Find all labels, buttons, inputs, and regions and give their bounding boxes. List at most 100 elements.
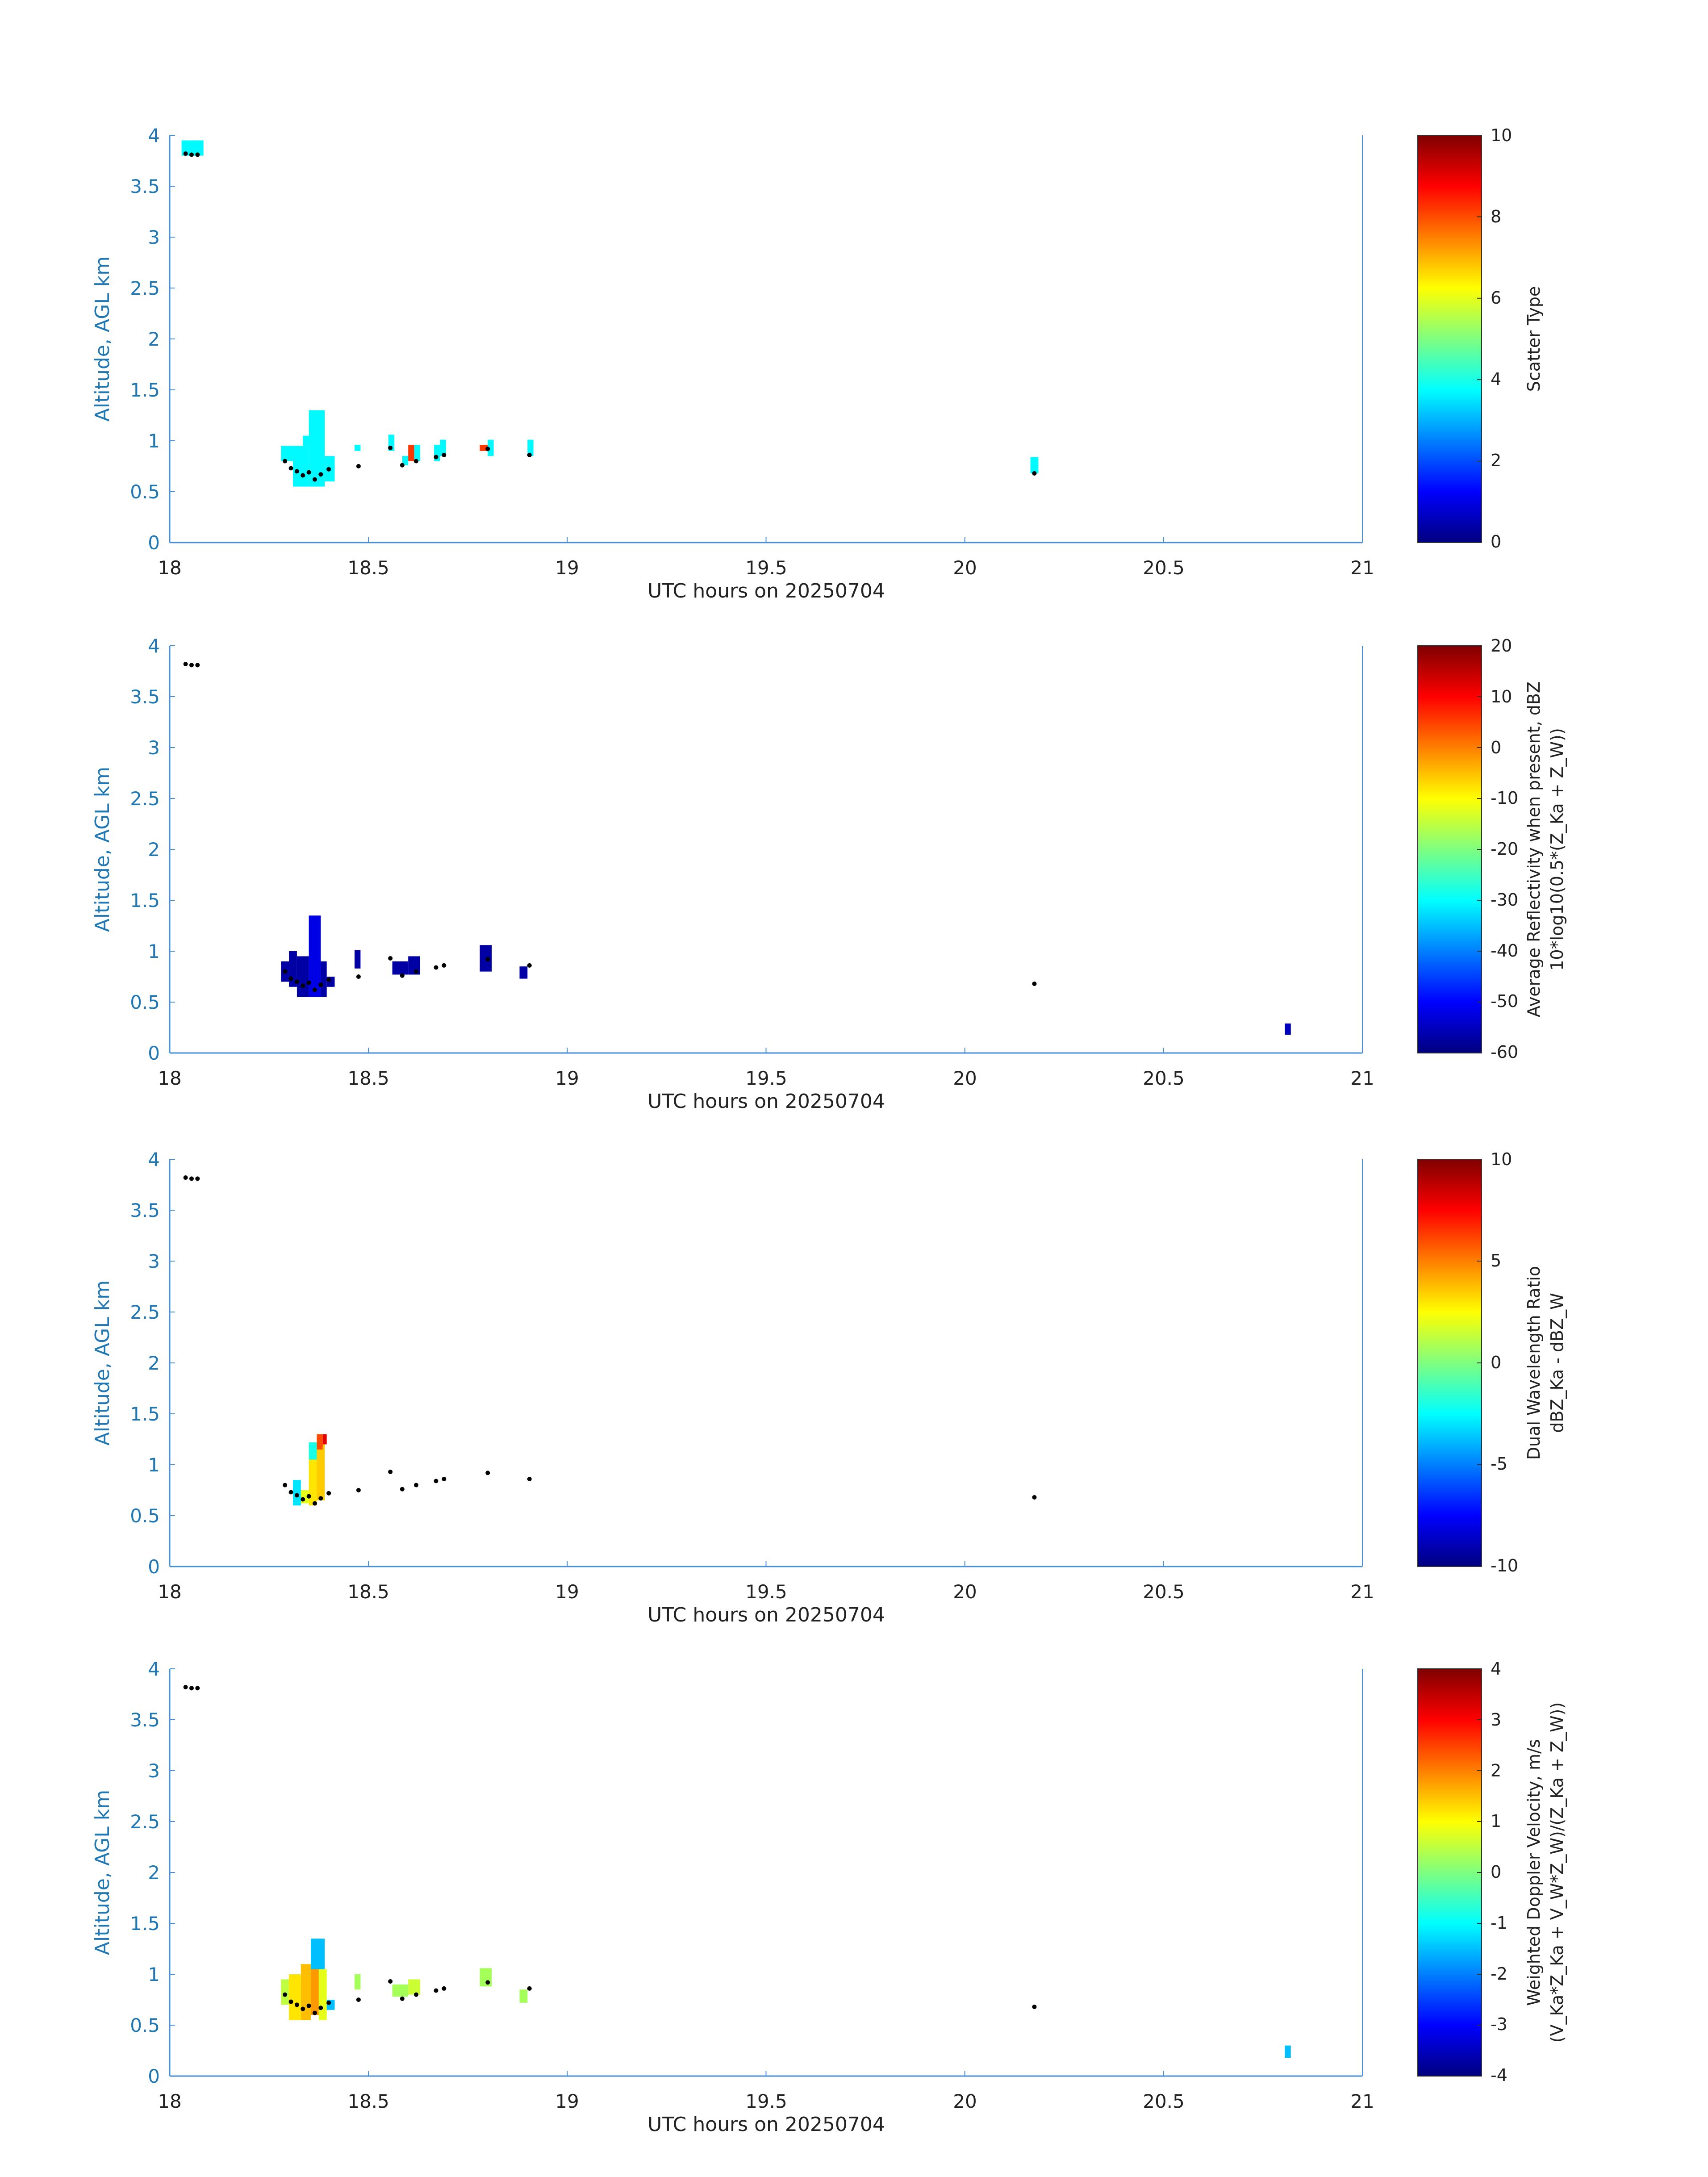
x-tick-labels: 18 18.5 19 19.5 20 20.5 21 — [158, 1581, 1374, 1603]
marker-dot — [301, 983, 305, 988]
colorbar-tick-label: 6 — [1491, 288, 1501, 308]
marker-dot — [306, 1494, 311, 1499]
marker-dot — [527, 963, 532, 968]
heatmap-cell — [322, 1434, 327, 1445]
colorbar-tick-labels: -60 -50 -40 -30 -20 -10 0 10 20 — [1491, 636, 1518, 1062]
y-tick-label: 0.5 — [130, 481, 160, 503]
panel-average-reflectivity: Altitude, AGL km UTC hours on 20250704 0… — [91, 635, 1567, 1113]
x-tick-label: 19 — [555, 1067, 579, 1089]
marker-dot — [1032, 471, 1037, 476]
marker-dot — [388, 445, 393, 450]
colorbar — [1417, 135, 1482, 543]
x-tick-label: 19 — [555, 1581, 579, 1603]
y-tick-label: 1 — [148, 940, 160, 962]
colorbar-tick-label: 10 — [1491, 1149, 1512, 1169]
heatmap-cell — [527, 439, 534, 456]
heatmap-cell — [355, 1974, 361, 1990]
marker-dot — [414, 969, 419, 974]
marker-dot — [356, 1488, 361, 1492]
heatmap-cell — [1285, 2045, 1291, 2058]
marker-dot — [414, 1992, 419, 1997]
y-tick-labels: 0 0.5 1 1.5 2 2.5 3 3.5 4 — [130, 1658, 160, 2087]
marker-dot — [312, 987, 317, 992]
marker-dot — [442, 963, 447, 968]
marker-dot — [1032, 1495, 1037, 1500]
colorbar-label: Dual Wavelength Ratio — [1524, 1266, 1544, 1460]
colorbar-tick-label: -60 — [1491, 1042, 1518, 1062]
colorbar-tick-label: 0 — [1491, 1353, 1501, 1372]
marker-dot — [318, 982, 323, 987]
y-tick-label: 3.5 — [130, 686, 160, 708]
heatmap-cell — [402, 456, 409, 465]
marker-dot — [189, 1176, 194, 1181]
marker-dot — [388, 1979, 393, 1984]
y-tick-label: 2 — [148, 1862, 160, 1884]
panel-weighted-doppler-velocity: Altitude, AGL km UTC hours on 20250704 0… — [91, 1658, 1567, 2136]
marker-dot — [195, 663, 200, 668]
heatmap-cell — [440, 439, 446, 456]
colorbar-tick-label: 0 — [1491, 1862, 1501, 1882]
marker-dot — [388, 956, 393, 961]
y-axis-label: Altitude, AGL km — [91, 256, 114, 422]
y-tick-label: 4 — [148, 125, 160, 146]
colorbar-tick-label: 2 — [1491, 1761, 1501, 1780]
y-tick-label: 1.5 — [130, 890, 160, 911]
heatmap-cell — [311, 1939, 325, 1969]
colorbar-tick-label: -4 — [1491, 2065, 1508, 2085]
x-tick-label: 18.5 — [347, 557, 389, 579]
colorbar-tick-label: -30 — [1491, 890, 1518, 910]
y-tick-label: 2 — [148, 839, 160, 861]
heatmap-cell — [317, 1444, 325, 1500]
heatmap-cell — [519, 1989, 528, 2003]
marker-dot — [294, 2002, 299, 2007]
y-tick-label: 2.5 — [130, 277, 160, 299]
x-tick-label: 21 — [1350, 557, 1374, 579]
colorbar-tick-label: 0 — [1491, 738, 1501, 757]
x-tick-label: 19 — [555, 557, 579, 579]
marker-dot — [400, 1996, 405, 2001]
colorbar-tick-label: 1 — [1491, 1811, 1501, 1831]
heatmap-cell — [309, 1449, 317, 1506]
y-tick-label: 1 — [148, 1454, 160, 1476]
heatmap-cell — [480, 945, 492, 972]
marker-dot — [527, 452, 532, 457]
y-tick-label: 4 — [148, 1149, 160, 1170]
y-tick-label: 0 — [148, 1556, 160, 1578]
marker-dot — [326, 1491, 331, 1496]
colorbar-sublabel: 10*log10(0.5*(Z_Ka + Z_W)) — [1547, 728, 1567, 971]
marker-dot — [318, 472, 323, 477]
heatmap-cell — [355, 950, 361, 969]
x-tick-labels: 18 18.5 19 19.5 20 20.5 21 — [158, 557, 1374, 579]
colorbar-label: Average Reflectivity when present, dBZ — [1524, 681, 1544, 1017]
colorbar-tick-labels: -4 -3 -2 -1 0 1 2 3 4 — [1491, 1659, 1508, 2085]
x-tick-label: 21 — [1350, 1067, 1374, 1089]
y-tick-label: 1.5 — [130, 1403, 160, 1425]
marker-dot — [527, 1986, 532, 1991]
x-tick-label: 19 — [555, 2090, 579, 2112]
y-tick-label: 3.5 — [130, 1709, 160, 1731]
heatmap-cell — [480, 1968, 492, 1987]
marker-dot — [183, 151, 188, 156]
marker-dot — [189, 1686, 194, 1691]
marker-dot — [400, 463, 405, 468]
colorbar-label: Scatter Type — [1524, 286, 1544, 392]
colorbar-tick-label: -3 — [1491, 2014, 1508, 2034]
x-tick-label: 18.5 — [347, 1067, 389, 1089]
x-tick-label: 20 — [953, 1581, 977, 1603]
colorbar-tick-label: -2 — [1491, 1964, 1508, 1984]
marker-dot — [442, 452, 447, 457]
y-tick-label: 0.5 — [130, 1505, 160, 1527]
marker-dot — [183, 662, 188, 667]
y-tick-label: 4 — [148, 1658, 160, 1680]
panel-dual-wavelength-ratio: Altitude, AGL km UTC hours on 20250704 0… — [91, 1149, 1567, 1626]
marker-dot — [434, 965, 438, 970]
colorbar-tick-label: 8 — [1491, 207, 1501, 226]
colorbar-tick-label: 10 — [1491, 125, 1512, 145]
y-tick-label: 1.5 — [130, 379, 160, 401]
marker-dot — [306, 470, 311, 475]
heatmap-cell — [281, 446, 293, 461]
marker-dot — [294, 979, 299, 984]
y-tick-label: 1 — [148, 430, 160, 452]
y-axis-label: Altitude, AGL km — [91, 1790, 114, 1955]
x-tick-label: 18 — [158, 2090, 181, 2112]
